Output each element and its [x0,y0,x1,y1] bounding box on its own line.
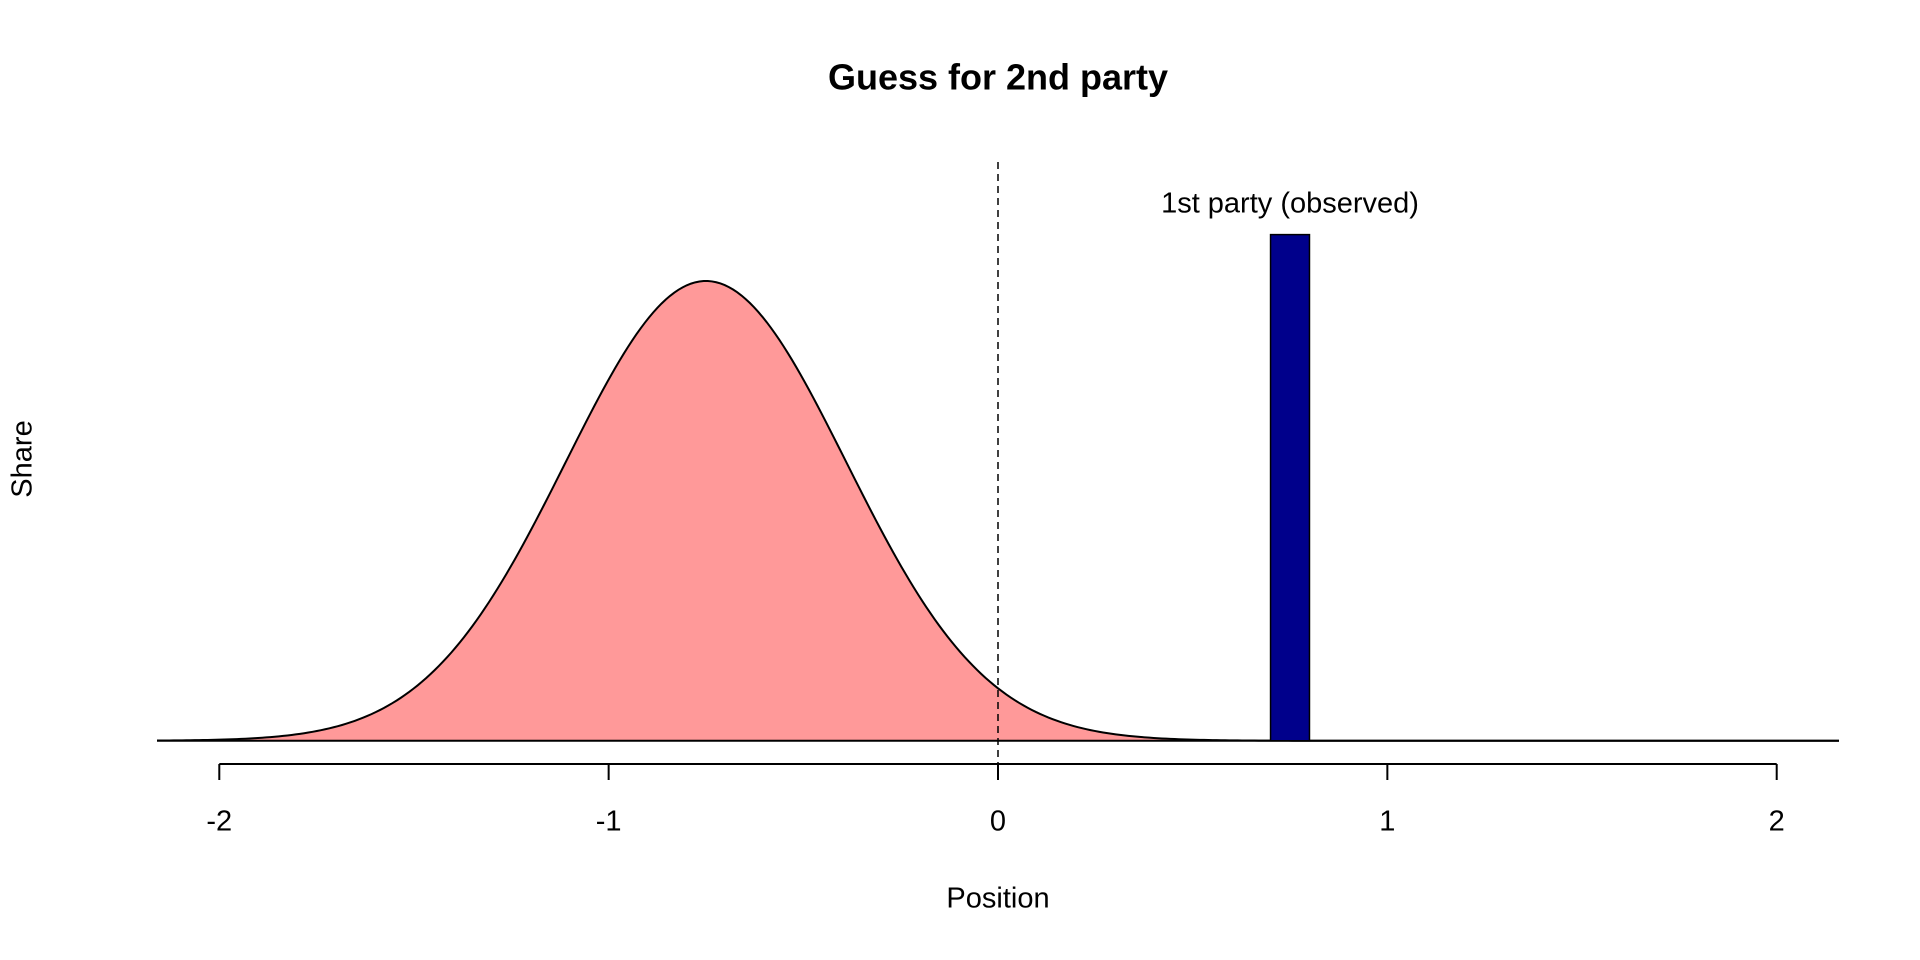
bar-label: 1st party (observed) [1161,187,1419,219]
x-tick-label: -2 [206,806,232,838]
bar [1269,233,1311,742]
x-tick-label: -1 [596,806,622,838]
x-tick-label: 1 [1379,806,1395,838]
x-tick-label: 2 [1769,806,1785,838]
chart-title: Guess for 2nd party [828,57,1168,98]
density-area [157,281,1839,741]
y-axis-label: Share [7,420,39,497]
x-tick-label: 0 [990,806,1006,838]
x-axis-label: Position [946,883,1049,915]
